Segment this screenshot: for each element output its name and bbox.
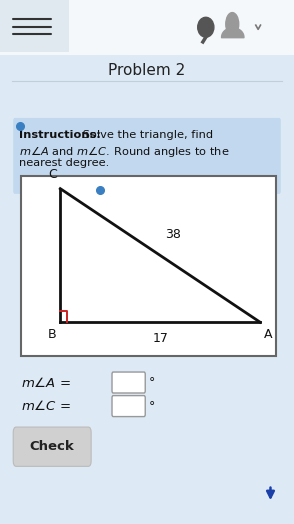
Text: 17: 17: [152, 332, 168, 345]
FancyBboxPatch shape: [112, 372, 145, 393]
Ellipse shape: [198, 17, 214, 37]
Bar: [0, 0, 69, 52]
FancyBboxPatch shape: [112, 396, 145, 417]
FancyBboxPatch shape: [13, 427, 91, 466]
Text: $m\angle C$ =: $m\angle C$ =: [21, 399, 71, 413]
Text: Solve the triangle, find: Solve the triangle, find: [79, 130, 213, 140]
Bar: [0, 0, 294, 55]
Text: $m\angle A$ and $m\angle C$. Round angles to the: $m\angle A$ and $m\angle C$. Round angle…: [19, 144, 230, 159]
Text: nearest degree.: nearest degree.: [19, 158, 109, 168]
Text: B: B: [48, 328, 57, 341]
Bar: [0, 0, 294, 52]
Text: Problem 2: Problem 2: [108, 63, 186, 78]
Bar: [21, 176, 276, 356]
Text: A: A: [264, 328, 272, 341]
Text: °: °: [148, 376, 155, 389]
Text: °: °: [148, 400, 155, 412]
Circle shape: [226, 13, 239, 36]
Text: C: C: [49, 168, 57, 181]
Bar: [0, 0, 294, 52]
Text: Instructions:: Instructions:: [19, 130, 101, 140]
FancyBboxPatch shape: [13, 118, 281, 194]
Text: Check: Check: [30, 440, 75, 453]
Text: 38: 38: [166, 228, 181, 241]
Text: $m\angle A$ =: $m\angle A$ =: [21, 376, 70, 389]
